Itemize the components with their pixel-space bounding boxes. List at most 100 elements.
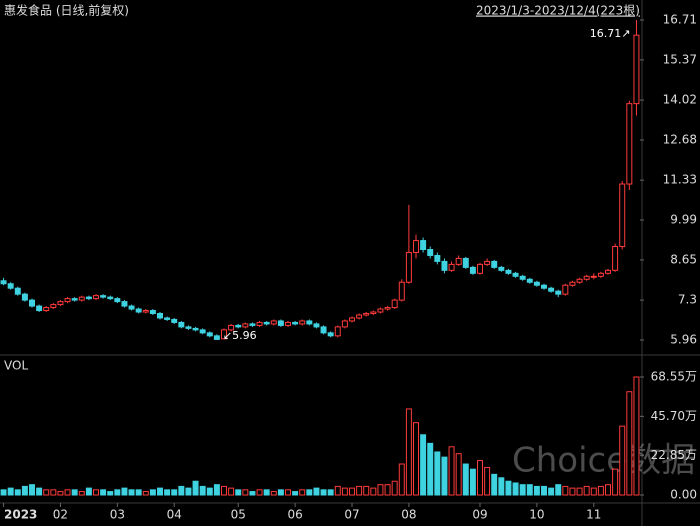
candle-body [192,327,199,331]
volume-bar [249,491,256,496]
volume-bar [448,446,455,496]
candle-body [71,298,78,301]
candle-body [149,310,156,315]
volume-bar [334,485,341,496]
volume-bar [541,485,547,496]
volume-bar [441,456,448,496]
candle-body [29,299,35,307]
volume-bar [57,491,64,496]
candle-body [391,299,398,309]
candle-body [313,323,320,328]
volume-bar [363,485,370,496]
candle-body [569,281,576,286]
y-tick-label: 16.71 [663,13,697,27]
vol-y-tick-label: 45.70万 [651,409,697,423]
candle-body [477,263,483,274]
candle-body [121,301,128,307]
candle-body [206,332,213,337]
volume-bar [135,489,142,496]
volume-bar [576,487,583,496]
volume-bar [377,484,384,496]
volume-bar [484,466,491,496]
candle-body [263,321,270,325]
candle-body [420,240,427,251]
watermark: Choice数据 [512,441,695,481]
candle-body [555,290,562,295]
candle-body [548,287,555,292]
candle-body [633,34,640,105]
volume-bar [405,408,412,496]
candle-body [491,260,498,268]
candle-body [213,335,220,340]
volume-bar [306,489,313,496]
volume-label: VOL [4,359,28,373]
candle-body [78,296,85,301]
volume-bar [626,391,633,496]
volume-bar [128,489,135,496]
candle-body [626,103,633,185]
volume-bar [512,482,519,496]
candle-body [526,278,533,283]
volume-bar [93,489,99,496]
x-tick-label: 11 [586,508,601,522]
x-tick-label: 05 [231,508,246,522]
chart-title: 惠发食品 (日线,前复权) [4,3,129,18]
volume-bar [384,484,391,496]
volume-bar [597,485,604,496]
volume-bar [192,480,199,496]
candle-body [21,293,28,301]
volume-bar [149,489,156,496]
volume-bar [157,487,163,496]
volume-bar [370,487,377,496]
volume-bar [349,487,355,496]
volume-bar [7,487,14,496]
volume-bar [121,487,128,496]
candle-body [341,320,348,328]
volume-bar [36,487,43,496]
candle-body [356,314,363,319]
candle-body [441,260,448,271]
volume-bar [498,477,505,496]
volume-bar [50,489,57,496]
candle-body [7,283,14,289]
candle-body [533,281,540,286]
candle-body [114,298,121,303]
volume-bar [21,485,28,496]
candle-body [519,275,526,280]
volume-bar [434,451,441,496]
candle-body [427,249,434,256]
vol-y-tick-label: 22.85万 [651,448,697,462]
candle-body [242,323,249,328]
volume-bar [235,489,242,496]
candle-body [462,257,469,268]
candle-body [455,257,462,265]
candle-body [0,280,7,285]
candle-body [484,260,491,265]
volume-bar [356,485,363,496]
y-tick-label: 8.65 [670,252,697,266]
volume-bar [526,484,533,496]
volume-bar [413,422,419,496]
x-tick-label: 10 [529,508,544,522]
candle-body [100,295,107,298]
candle-body [93,295,99,300]
volume-bar [114,489,121,496]
low-annotation: ↙5.96 [223,329,257,342]
candle-body [320,326,327,334]
volume-bar [221,485,227,496]
volume-bar [605,484,611,496]
candle-body [562,284,569,295]
candle-body [299,320,306,325]
volume-bar [548,487,555,496]
x-tick-label: 07 [344,508,359,522]
candle-body [327,332,334,337]
candle-body [142,310,149,313]
volume-bar [292,491,299,496]
candle-body [43,307,50,312]
volume-bar [242,489,249,496]
candle-body [107,296,114,300]
volume-bar [285,489,291,496]
candle-body [157,313,163,319]
